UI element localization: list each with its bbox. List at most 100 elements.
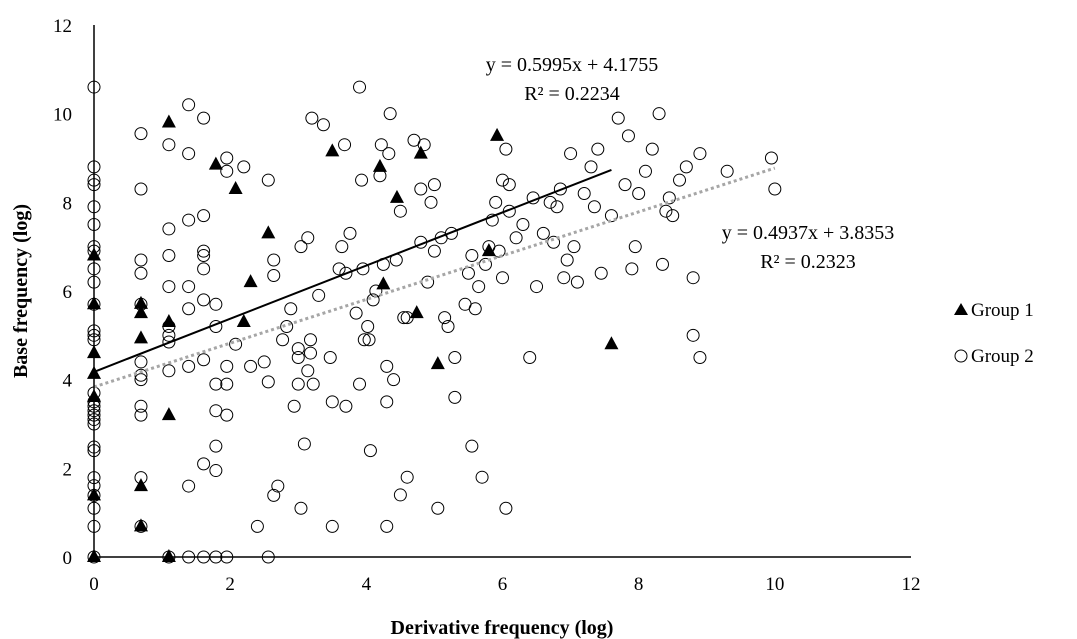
group-2-point [550, 200, 564, 214]
group-1-point [409, 305, 424, 319]
group-2-point [417, 138, 431, 152]
group-1-point [413, 145, 428, 159]
y-tick-label-1: 2 [63, 459, 73, 480]
group-1-point [161, 114, 176, 128]
group-2-point [134, 399, 148, 413]
group-2-point [465, 249, 479, 263]
y-tick-label-5: 10 [53, 105, 72, 126]
group-2-point [162, 335, 176, 349]
group-1-point [133, 478, 148, 492]
group-2-point [294, 240, 308, 254]
group-2-point [380, 395, 394, 409]
group-2-point [628, 240, 642, 254]
group-1-trend-equation: y = 0.5995x + 4.1755 [486, 54, 659, 76]
group-2-point [162, 138, 176, 152]
group-2-point [485, 213, 499, 227]
group-2-point [182, 359, 196, 373]
group-2-point [209, 377, 223, 391]
group-2-point [353, 377, 367, 391]
group-1-point [389, 189, 404, 203]
group-1-point [133, 305, 148, 319]
group-2-point [182, 98, 196, 112]
group-2-point [553, 182, 567, 196]
group-2-point [523, 351, 537, 364]
group-2-point [543, 195, 557, 209]
group-1-point [161, 314, 176, 328]
group-2-point [693, 351, 707, 364]
x-tick-label-1: 2 [225, 574, 235, 595]
group-2-point [424, 195, 438, 209]
group-2-point [220, 408, 234, 422]
group-2-point [209, 439, 223, 453]
group-2-point [291, 377, 305, 391]
group-2-point [618, 178, 632, 192]
group-1-point [133, 330, 148, 344]
group-2-point [444, 226, 458, 240]
group-2-point [496, 271, 509, 285]
group-2-point [312, 288, 326, 302]
group-2-point [397, 311, 411, 325]
group-2-point [134, 355, 148, 369]
y-tick-label-6: 12 [53, 16, 72, 37]
group-2-trendline [93, 166, 776, 389]
group-2-trend-equation: y = 0.4937x + 3.8353 [722, 222, 895, 244]
group-2-point [611, 111, 625, 125]
group-2-point [134, 266, 148, 280]
group-2-point [604, 209, 618, 223]
group-2-point [764, 151, 778, 165]
group-2-point [662, 191, 676, 205]
y-tick-label-4: 8 [63, 193, 73, 214]
group-2-point [380, 359, 394, 373]
group-2-point [499, 142, 513, 156]
group-2-point [587, 200, 601, 214]
group-2-point [323, 351, 337, 364]
group-2-point [621, 129, 635, 143]
group-2-point [431, 501, 445, 515]
group-2-point [516, 218, 530, 231]
group-1-point [133, 518, 148, 532]
group-2-point [362, 333, 376, 347]
group-2-point [768, 182, 782, 196]
group-2-point [393, 204, 407, 218]
group-2-point [349, 306, 363, 320]
group-2-point [383, 107, 397, 121]
group-1-point [430, 356, 445, 370]
group-2-point [530, 280, 544, 294]
tick-labels: 0 2 4 6 8 10 12 0 2 4 6 8 10 12 [53, 16, 921, 595]
group-2-point [560, 253, 574, 267]
group-2-point [472, 280, 486, 294]
group-1-point [208, 156, 223, 170]
group-2-point [209, 464, 223, 478]
group-2-point [134, 373, 148, 387]
group-2-point [134, 408, 148, 422]
group-2-point [280, 319, 294, 333]
group-1-point [236, 314, 251, 328]
group-2-point [162, 328, 176, 342]
group-2-point [720, 164, 734, 178]
group-2-point [271, 479, 285, 493]
group-2-point [374, 138, 388, 152]
group-2-point [427, 244, 441, 258]
x-tick-label-2: 4 [362, 574, 372, 595]
group-2-point [220, 164, 234, 178]
group-2-point [645, 142, 659, 156]
group-2-point [294, 501, 308, 515]
group-2-point [666, 209, 680, 223]
group-2-point [363, 444, 377, 458]
group-2-point [652, 107, 666, 121]
legend-label-group-2: Group 2 [971, 346, 1034, 367]
group-2-point [182, 147, 196, 161]
group-2-point [297, 437, 311, 451]
group-2-point [393, 488, 407, 502]
group-2-point [197, 293, 211, 307]
group-2-point [182, 479, 196, 493]
x-tick-label-0: 0 [89, 574, 99, 595]
group-2-trend-r-squared: R² = 0.2323 [760, 251, 856, 273]
group-2-point [448, 390, 462, 404]
group-1-point [376, 276, 391, 290]
group-2-point [475, 470, 489, 484]
y-tick-label-2: 4 [63, 371, 73, 392]
group-1-point [228, 181, 243, 195]
group-2-point [134, 182, 148, 196]
